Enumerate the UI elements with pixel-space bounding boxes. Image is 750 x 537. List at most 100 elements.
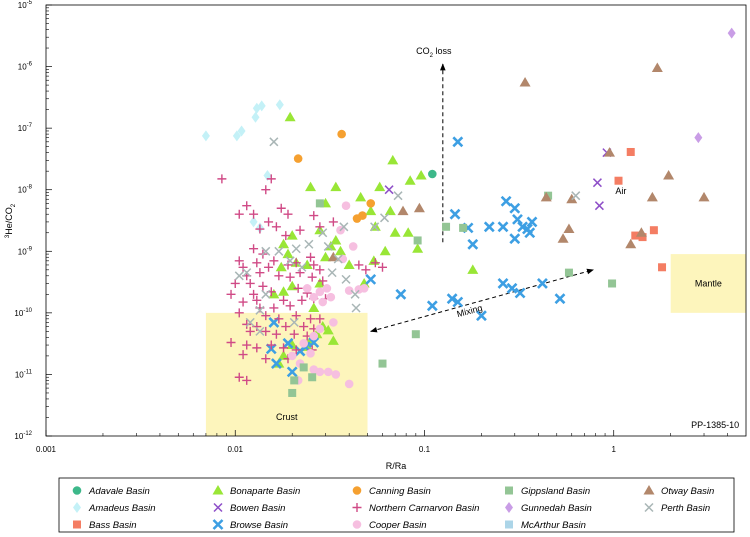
x-tick-label: 0.001 bbox=[36, 445, 57, 454]
point-cooper-basin bbox=[354, 285, 364, 294]
y-axis-label-main: He/CO bbox=[4, 207, 14, 235]
y-tick-label: 10-7 bbox=[18, 123, 33, 133]
point-northern-carnarvon-basin bbox=[274, 271, 284, 281]
point-browse-basin bbox=[308, 337, 320, 348]
y-tick-label: 10-12 bbox=[14, 431, 32, 441]
y-tick-label: 10-6 bbox=[18, 62, 33, 72]
point-gunnedah-basin bbox=[694, 132, 703, 144]
point-perth-basin bbox=[571, 191, 581, 201]
legend-item-gippsland-basin: Gippsland Basin bbox=[505, 486, 590, 497]
series-amadeus-basin bbox=[201, 99, 284, 234]
point-bass-basin bbox=[658, 263, 667, 272]
point-northern-carnarvon-basin bbox=[271, 222, 281, 232]
point-gippsland-basin bbox=[378, 359, 387, 368]
point-northern-carnarvon-basin bbox=[307, 272, 317, 282]
legend-marker-bass-basin bbox=[73, 520, 81, 529]
point-perth-basin bbox=[261, 246, 271, 256]
point-perth-basin bbox=[245, 317, 255, 327]
point-cooper-basin bbox=[338, 254, 348, 264]
point-browse-basin bbox=[294, 345, 306, 357]
point-northern-carnarvon-basin bbox=[309, 260, 319, 270]
point-otway-basin bbox=[625, 238, 637, 249]
point-bass-basin bbox=[631, 231, 640, 240]
field-label-mantle: Mantle bbox=[695, 278, 722, 288]
legend-marker-gunnedah-basin bbox=[505, 502, 513, 513]
y-axis-label-sub: 2 bbox=[11, 203, 17, 207]
y-tick-exponent: -10 bbox=[23, 308, 32, 314]
point-cooper-basin bbox=[322, 284, 332, 293]
y-axis-label-sup: 3 bbox=[5, 234, 11, 238]
point-cooper-basin bbox=[315, 367, 325, 377]
point-otway-basin bbox=[698, 191, 710, 202]
legend-marker-canning-basin bbox=[352, 486, 362, 495]
point-browse-basin bbox=[554, 293, 566, 305]
legend-label: Cooper Basin bbox=[369, 520, 427, 531]
point-perth-basin bbox=[289, 317, 299, 327]
annotation-code: PP-1385-10 bbox=[691, 420, 739, 430]
y-axis-label: 3He/CO2 bbox=[4, 203, 17, 238]
point-northern-carnarvon-basin bbox=[361, 265, 371, 275]
point-perth-basin bbox=[379, 213, 390, 223]
point-otway-basin bbox=[327, 251, 339, 262]
legend-label: Bowen Basin bbox=[230, 503, 285, 514]
point-northern-carnarvon-basin bbox=[378, 262, 388, 272]
point-northern-carnarvon-basin bbox=[291, 258, 301, 268]
point-northern-carnarvon-basin bbox=[309, 211, 319, 221]
point-northern-carnarvon-basin bbox=[252, 343, 262, 353]
legend-label: Gunnedah Basin bbox=[521, 503, 592, 514]
point-northern-carnarvon-basin bbox=[217, 174, 227, 184]
point-canning-basin bbox=[337, 129, 346, 139]
x-tick-label: 0.1 bbox=[419, 445, 431, 454]
point-perth-basin bbox=[269, 137, 279, 147]
legend-item-bonaparte-basin: Bonaparte Basin bbox=[212, 485, 300, 497]
point-cooper-basin bbox=[344, 379, 354, 389]
point-canning-basin bbox=[293, 154, 303, 163]
point-otway-basin bbox=[557, 233, 569, 243]
y-tick-label: 10-5 bbox=[18, 0, 33, 10]
point-cooper-basin bbox=[348, 242, 358, 251]
point-perth-basin bbox=[323, 241, 333, 251]
field-label-crust: Crust bbox=[276, 412, 298, 422]
point-northern-carnarvon-basin bbox=[234, 209, 244, 219]
point-amadeus-basin bbox=[251, 111, 260, 123]
point-browse-basin bbox=[497, 221, 509, 233]
point-bonaparte-basin bbox=[387, 154, 399, 165]
legend-item-bowen-basin: Bowen Basin bbox=[213, 502, 285, 514]
point-browse-basin bbox=[365, 273, 377, 285]
point-amadeus-basin bbox=[275, 99, 284, 111]
point-bonaparte-basin bbox=[330, 181, 342, 192]
point-browse-basin bbox=[286, 366, 298, 378]
point-northern-carnarvon-basin bbox=[295, 225, 305, 235]
point-northern-carnarvon-basin bbox=[258, 281, 268, 291]
point-northern-carnarvon-basin bbox=[289, 329, 299, 339]
point-northern-carnarvon-basin bbox=[245, 326, 255, 336]
point-bonaparte-basin bbox=[301, 259, 313, 269]
point-perth-basin bbox=[242, 268, 252, 278]
point-northern-carnarvon-basin bbox=[285, 301, 295, 311]
point-northern-carnarvon-basin bbox=[279, 343, 289, 353]
point-northern-carnarvon-basin bbox=[234, 256, 244, 266]
annotation-co2loss-main: CO bbox=[416, 46, 430, 56]
point-perth-basin bbox=[291, 244, 301, 254]
legend-item-browse-basin: Browse Basin bbox=[212, 519, 288, 531]
legend-item-bass-basin: Bass Basin bbox=[73, 520, 137, 531]
point-gippsland-basin bbox=[288, 388, 297, 397]
point-browse-basin bbox=[452, 296, 464, 308]
point-northern-carnarvon-basin bbox=[249, 289, 259, 299]
point-browse-basin bbox=[509, 202, 521, 214]
point-bass-basin bbox=[649, 226, 658, 235]
legend-marker-bowen-basin bbox=[213, 502, 223, 513]
point-cooper-basin bbox=[318, 297, 328, 307]
point-bonaparte-basin bbox=[282, 248, 294, 259]
point-otway-basin bbox=[540, 191, 552, 202]
legend-marker-perth-basin bbox=[644, 502, 654, 513]
y-tick-label: 10-10 bbox=[14, 308, 32, 318]
point-bass-basin bbox=[638, 233, 647, 242]
point-northern-carnarvon-basin bbox=[255, 268, 265, 278]
point-northern-carnarvon-basin bbox=[266, 174, 276, 184]
point-northern-carnarvon-basin bbox=[266, 340, 276, 350]
point-cooper-basin bbox=[306, 349, 315, 358]
point-bonaparte-basin bbox=[327, 335, 339, 345]
point-browse-basin bbox=[270, 358, 282, 370]
